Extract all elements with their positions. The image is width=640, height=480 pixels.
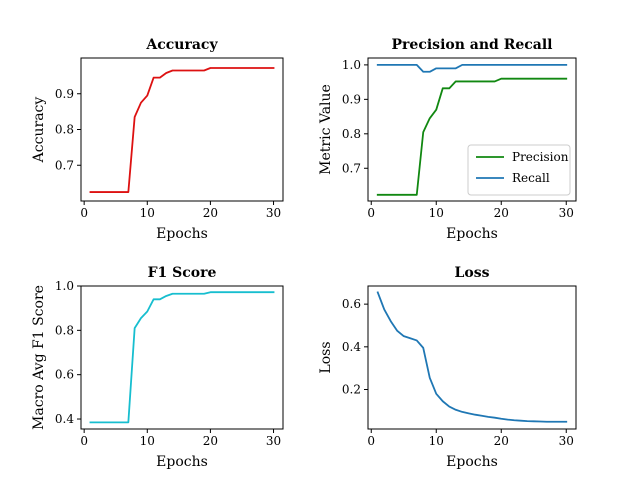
y-tick-label: 0.7 bbox=[55, 158, 74, 172]
y-tick-label: 1.0 bbox=[342, 58, 361, 72]
series-line bbox=[89, 67, 275, 193]
y-tick-label: 0.8 bbox=[342, 127, 361, 141]
y-axis-label: Accuracy bbox=[31, 97, 47, 164]
x-tick-label: 30 bbox=[559, 434, 574, 448]
y-axis-label: Metric Value bbox=[318, 84, 334, 175]
x-tick-label: 20 bbox=[494, 434, 509, 448]
x-tick-label: 20 bbox=[494, 206, 509, 220]
y-tick-label: 0.6 bbox=[55, 368, 74, 382]
y-tick-label: 1.0 bbox=[55, 279, 74, 293]
y-tick-label: 0.4 bbox=[342, 340, 361, 354]
x-tick-label: 30 bbox=[266, 434, 281, 448]
x-tick-label: 0 bbox=[80, 206, 88, 220]
subplot-2: Precision and Recall 0 10 20 30 0.7 0.8 0.9 1.0 E… bbox=[318, 37, 577, 242]
x-tick-label: 30 bbox=[559, 206, 574, 220]
legend-label-recall: Recall bbox=[512, 171, 550, 185]
x-tick-label: 10 bbox=[140, 206, 155, 220]
y-axis-label: Macro Avg F1 Score bbox=[31, 285, 47, 430]
x-axis-label: Epochs bbox=[446, 226, 498, 242]
y-tick-label: 0.2 bbox=[342, 383, 361, 397]
y-tick-label: 0.9 bbox=[342, 92, 361, 106]
y-tick-label: 0.8 bbox=[55, 323, 74, 337]
x-axis-label: Epochs bbox=[156, 226, 208, 242]
x-tick-label: 10 bbox=[429, 206, 444, 220]
y-tick-label: 0.7 bbox=[342, 161, 361, 175]
legend: Precision Recall bbox=[467, 144, 571, 196]
series-line-precision bbox=[376, 77, 568, 196]
y-axis-label: Loss bbox=[318, 341, 334, 373]
subplot-1: Accuracy 0 10 20 30 0.7 0.8 0.9 Epochs Accuracy bbox=[31, 37, 284, 242]
x-tick-label: 10 bbox=[429, 434, 444, 448]
x-tick-label: 0 bbox=[367, 206, 375, 220]
subplot-4: Loss 0 10 20 30 0.2 0.4 0.6 Epochs Loss bbox=[318, 265, 577, 470]
x-tick-label: 30 bbox=[266, 206, 281, 220]
legend-label-precision: Precision bbox=[512, 150, 569, 164]
series-line bbox=[89, 291, 275, 424]
y-tick-label: 0.6 bbox=[342, 297, 361, 311]
subplot-title: Precision and Recall bbox=[392, 37, 553, 53]
x-axis-label: Epochs bbox=[156, 454, 208, 470]
x-tick-label: 10 bbox=[140, 434, 155, 448]
subplot-title: Accuracy bbox=[145, 37, 218, 53]
x-tick-label: 20 bbox=[203, 206, 218, 220]
subplot-title: F1 Score bbox=[148, 265, 217, 281]
x-axis-label: Epochs bbox=[446, 454, 498, 470]
x-tick-label: 0 bbox=[367, 434, 375, 448]
subplot-3: F1 Score 0 10 20 30 0.4 0.6 0.8 1.0 Epochs Macro A… bbox=[31, 265, 284, 470]
y-tick-label: 0.8 bbox=[55, 123, 74, 137]
axes-frame bbox=[367, 57, 577, 202]
x-tick-label: 0 bbox=[80, 434, 88, 448]
y-tick-label: 0.4 bbox=[55, 412, 74, 426]
y-tick-label: 0.9 bbox=[55, 87, 74, 101]
series-line-recall bbox=[376, 63, 568, 73]
series-line bbox=[376, 291, 568, 423]
axes-frame bbox=[80, 285, 284, 430]
x-tick-label: 20 bbox=[203, 434, 218, 448]
axes-frame bbox=[367, 285, 577, 430]
subplot-title: Loss bbox=[455, 265, 490, 281]
